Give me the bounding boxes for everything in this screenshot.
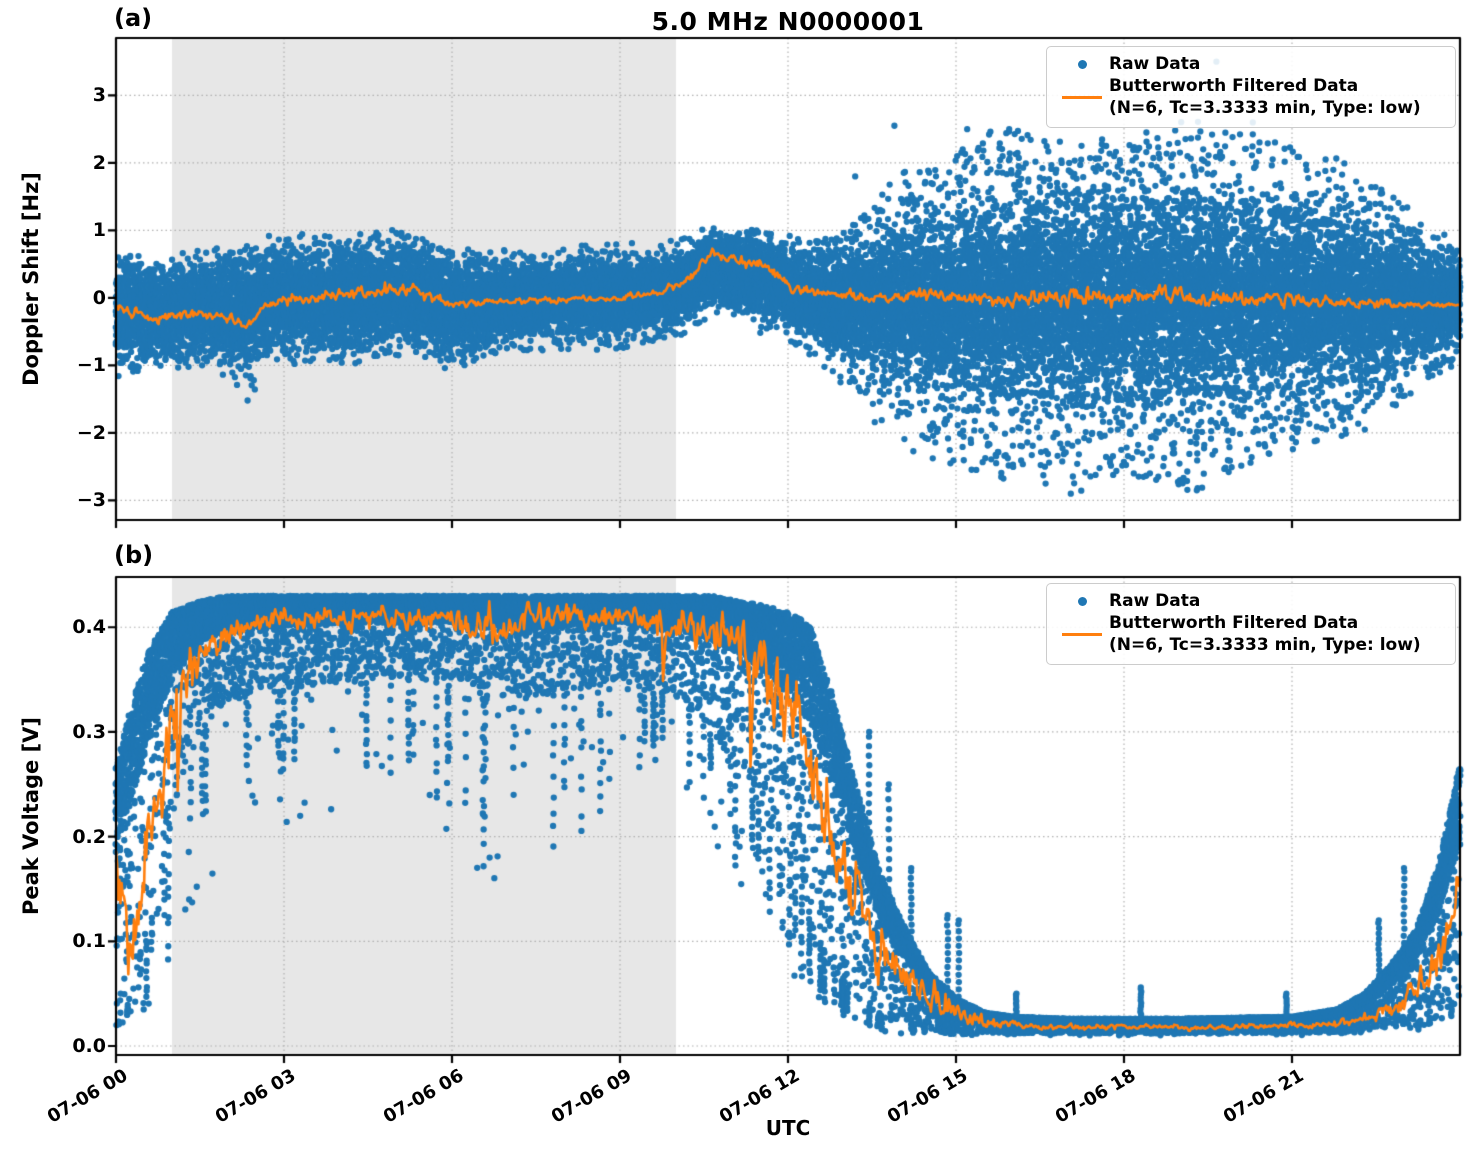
y-tick-label: −1 bbox=[76, 354, 106, 377]
filtered-line-icon bbox=[1062, 632, 1102, 637]
filtered-line-icon bbox=[1062, 95, 1102, 100]
panel-b-legend: Raw Data Butterworth Filtered Data (N=6,… bbox=[1046, 583, 1456, 666]
y-tick-label: 2 bbox=[92, 151, 106, 174]
y-tick-label: 0.0 bbox=[72, 1034, 106, 1057]
y-tick-label: 1 bbox=[92, 219, 106, 242]
raw-data-dot-icon bbox=[1077, 60, 1087, 70]
y-tick-label: 0.3 bbox=[72, 720, 106, 743]
y-tick-label: 0.4 bbox=[72, 616, 106, 639]
y-tick-label: 0.2 bbox=[72, 825, 106, 848]
panel-b-ylabel: Peak Voltage [V] bbox=[19, 716, 43, 916]
x-axis-label: UTC bbox=[765, 1116, 811, 1140]
legend-filtered-row: Butterworth Filtered Data (N=6, Tc=3.333… bbox=[1055, 613, 1445, 657]
legend-raw-label: Raw Data bbox=[1109, 591, 1201, 611]
panel-b-label: (b) bbox=[114, 541, 154, 569]
legend-filtered-row: Butterworth Filtered Data (N=6, Tc=3.333… bbox=[1055, 76, 1445, 120]
legend-filtered-params: (N=6, Tc=3.3333 min, Type: low) bbox=[1109, 634, 1421, 655]
y-tick-label: 0.1 bbox=[72, 930, 106, 953]
legend-filtered-params: (N=6, Tc=3.3333 min, Type: low) bbox=[1109, 97, 1421, 118]
panel-a-label: (a) bbox=[114, 4, 153, 32]
legend-filtered-label: Butterworth Filtered Data bbox=[1109, 612, 1359, 633]
y-tick-label: 3 bbox=[92, 84, 106, 107]
legend-filtered-label: Butterworth Filtered Data bbox=[1109, 75, 1359, 96]
legend-raw-row: Raw Data bbox=[1055, 54, 1445, 76]
panel-a-legend: Raw Data Butterworth Filtered Data (N=6,… bbox=[1046, 46, 1456, 129]
y-tick-label: −3 bbox=[76, 489, 106, 512]
legend-raw-label: Raw Data bbox=[1109, 54, 1201, 74]
raw-data-dot-icon bbox=[1077, 597, 1087, 607]
y-tick-label: 0 bbox=[92, 286, 106, 309]
legend-raw-row: Raw Data bbox=[1055, 591, 1445, 613]
chart-title: 5.0 MHz N0000001 bbox=[651, 7, 925, 36]
y-tick-label: −2 bbox=[76, 421, 106, 444]
